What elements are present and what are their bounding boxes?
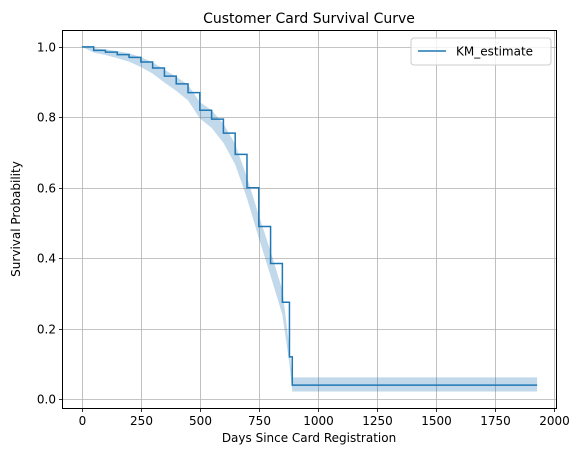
y-axis-label: Survival Probability [9, 161, 23, 277]
y-tick-label: 0.0 [37, 393, 56, 407]
y-axis-ticks: 0.0 0.2 0.4 0.6 0.8 1.0 [37, 41, 63, 407]
plot-frame [62, 30, 557, 409]
series-line-km-estimate [81, 46, 538, 386]
legend-box [410, 37, 552, 66]
x-axis-ticks: 0 250 500 750 1000 1250 1500 1750 2000 [79, 408, 570, 428]
x-axis-label: Days Since Card Registration [222, 431, 396, 445]
x-tick-label: 1750 [480, 414, 511, 428]
x-tick-label: 500 [189, 414, 212, 428]
gridlines [63, 31, 556, 408]
confidence-band-layer [81, 46, 538, 392]
x-tick-label: 250 [130, 414, 153, 428]
series-line-layer [81, 46, 538, 386]
y-tick-label: 0.4 [37, 252, 56, 266]
x-tick-label: 750 [248, 414, 271, 428]
x-tick-label: 1500 [421, 414, 452, 428]
y-tick-label: 0.6 [37, 182, 56, 196]
y-tick-label: 0.2 [37, 323, 56, 337]
x-tick-label: 2000 [539, 414, 570, 428]
x-tick-label: 0 [79, 414, 87, 428]
x-tick-label: 1250 [362, 414, 393, 428]
legend-label-km-estimate: KM_estimate [456, 45, 533, 59]
legend: KM_estimate [410, 37, 552, 66]
x-tick-label: 1000 [303, 414, 334, 428]
chart-title: Customer Card Survival Curve [203, 11, 415, 27]
confidence-band [81, 46, 538, 392]
y-tick-label: 0.8 [37, 111, 56, 125]
y-tick-label: 1.0 [37, 41, 56, 55]
